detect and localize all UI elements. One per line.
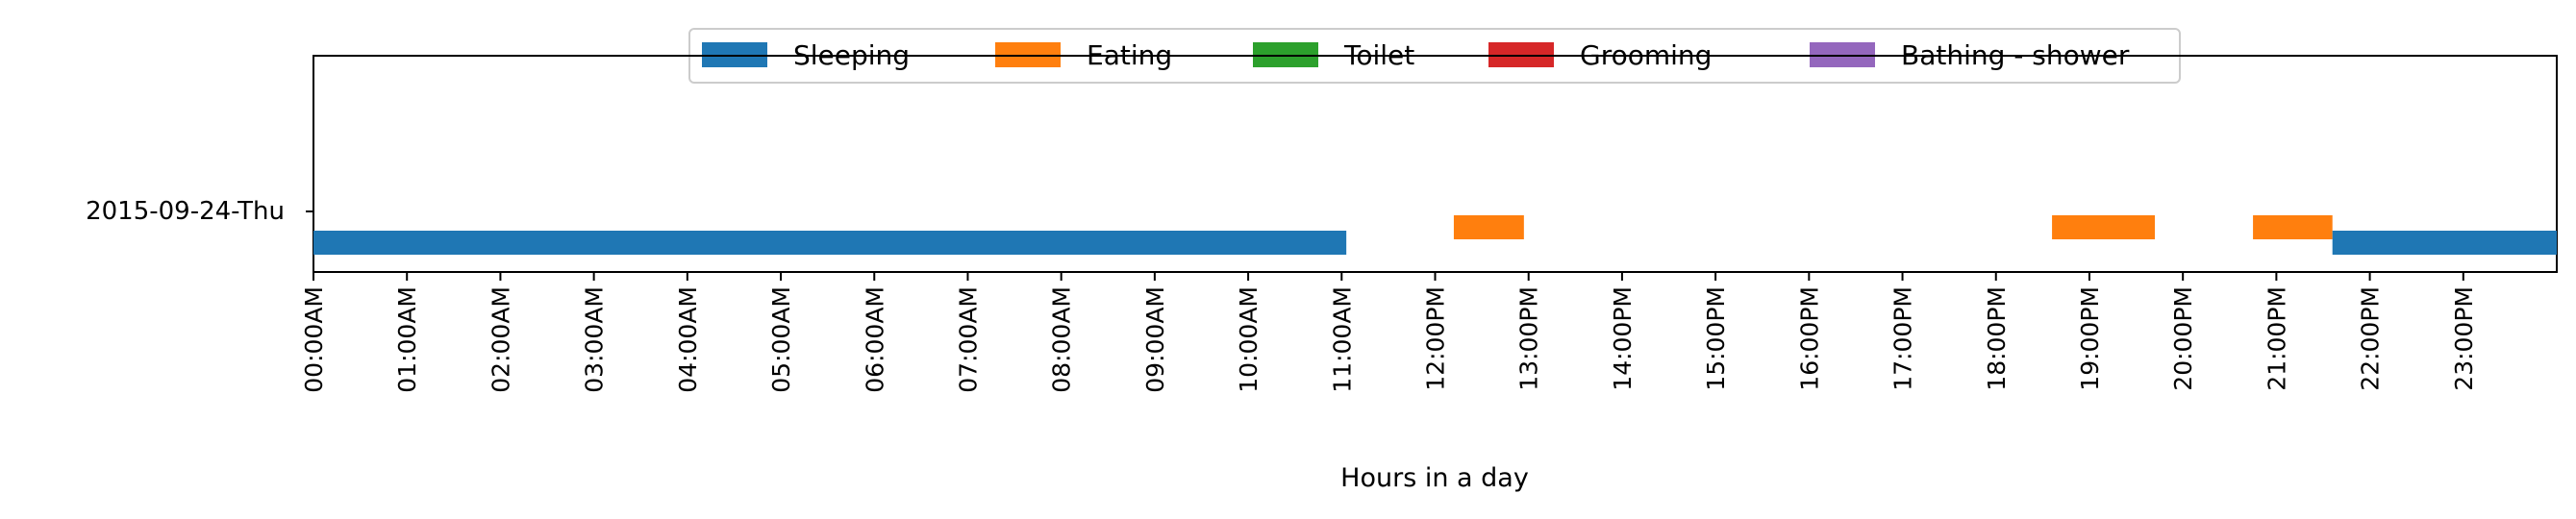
x-tick-label: 21:00PM	[2263, 286, 2290, 391]
activity-segments	[313, 215, 2557, 255]
x-tick-label: 02:00AM	[487, 286, 514, 393]
x-tick-label: 10:00AM	[1235, 286, 1263, 393]
x-tick-label: 08:00AM	[1048, 286, 1076, 393]
x-tick-label: 01:00AM	[393, 286, 421, 393]
x-tick-label: 12:00PM	[1422, 286, 1450, 391]
x-tick-label: 19:00PM	[2076, 286, 2104, 391]
x-tick-label: 05:00AM	[767, 286, 795, 393]
x-tick-label: 18:00PM	[1983, 286, 2011, 391]
x-tick-label: 16:00PM	[1795, 286, 1823, 391]
x-tick-label: 03:00AM	[581, 286, 609, 393]
x-axis: 00:00AM 01:00AM 02:00AM 03:00AM 04:00AM 05:00…	[300, 272, 2478, 393]
y-tick-label: 2015-09-24-Thu	[86, 197, 285, 226]
segment-sleeping-0	[313, 231, 1347, 255]
x-tick-label: 13:00PM	[1515, 286, 1543, 391]
y-axis: 2015-09-24-Thu	[86, 197, 313, 226]
x-tick-label: 00:00AM	[300, 286, 328, 393]
segment-eating-1	[1453, 215, 1524, 239]
x-tick-label: 06:00AM	[861, 286, 888, 393]
x-tick-label: 09:00AM	[1141, 286, 1169, 393]
x-tick-label: 14:00PM	[1609, 286, 1637, 391]
segment-eating-2	[2052, 215, 2156, 239]
x-tick-label: 22:00PM	[2357, 286, 2385, 391]
x-tick-label: 04:00AM	[674, 286, 702, 393]
x-tick-label: 17:00PM	[1889, 286, 1917, 391]
x-tick-label: 15:00PM	[1702, 286, 1730, 391]
plot-area	[313, 55, 2558, 273]
segment-eating-3	[2253, 215, 2333, 239]
x-tick-label: 07:00AM	[954, 286, 982, 393]
segment-sleeping-4	[2332, 231, 2557, 255]
x-axis-label: Hours in a day	[1340, 463, 1529, 493]
x-tick-label: 11:00AM	[1328, 286, 1356, 393]
x-tick-label: 23:00PM	[2450, 286, 2478, 391]
x-tick-label: 20:00PM	[2169, 286, 2197, 391]
